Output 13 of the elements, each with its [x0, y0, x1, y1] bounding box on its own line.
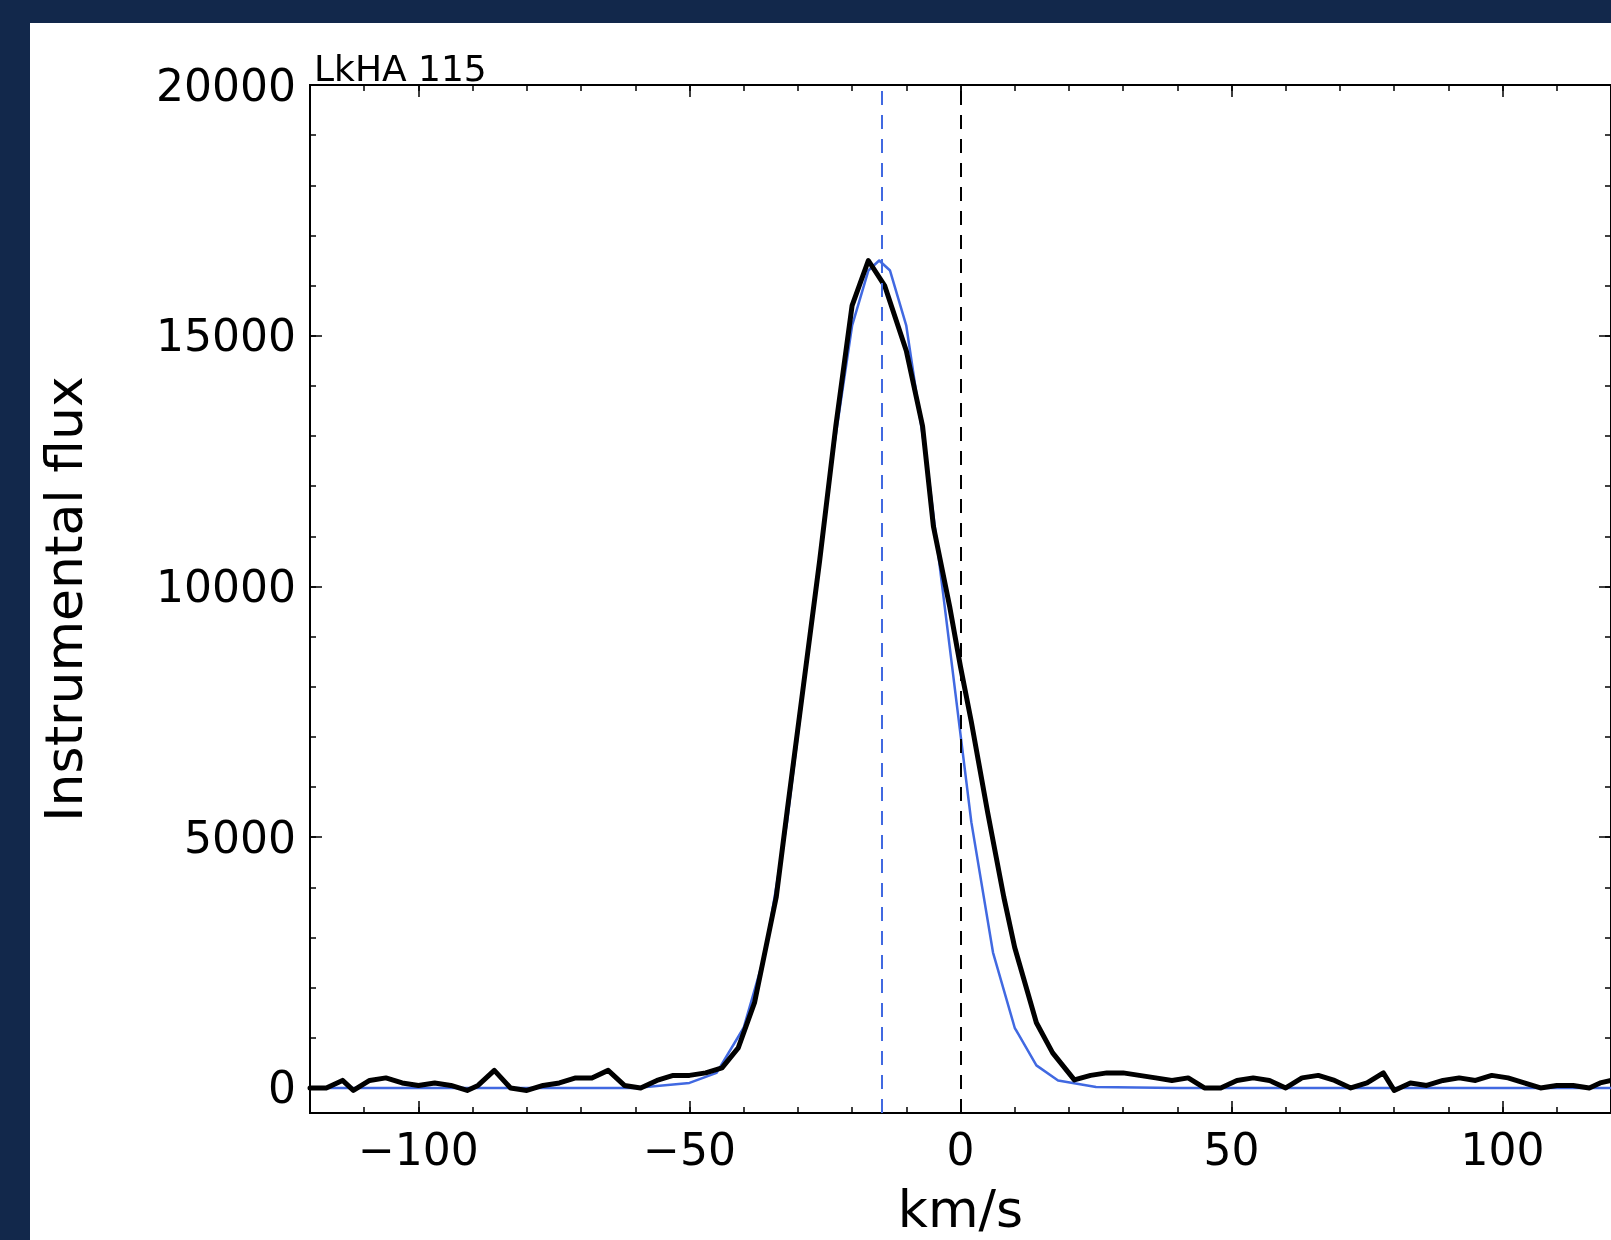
- x-tick-label: 100: [1460, 1123, 1545, 1175]
- x-tick-label: 50: [1203, 1123, 1260, 1175]
- x-tick-label: 0: [946, 1123, 975, 1175]
- x-tick-label: −100: [357, 1123, 479, 1175]
- y-tick-label: 20000: [156, 59, 296, 111]
- y-tick-label: 5000: [184, 811, 296, 863]
- y-axis-title: Instrumental flux: [34, 376, 94, 822]
- y-tick-label: 0: [268, 1062, 296, 1114]
- y-tick-label: 15000: [156, 310, 296, 362]
- x-tick-label: −50: [643, 1123, 736, 1175]
- y-tick-label: 10000: [156, 560, 296, 612]
- x-axis-title: km/s: [897, 1179, 1024, 1239]
- chart-title: LkHA 115: [314, 47, 487, 89]
